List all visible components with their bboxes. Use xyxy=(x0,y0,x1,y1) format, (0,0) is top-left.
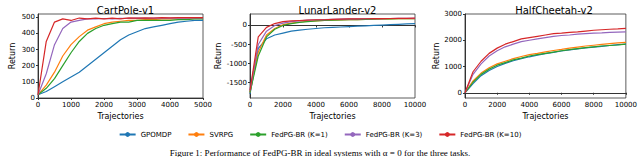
svg-text:200: 200 xyxy=(22,62,35,70)
svg-text:Return: Return xyxy=(214,43,223,70)
svg-text:Return: Return xyxy=(432,43,441,70)
svg-text:0: 0 xyxy=(248,101,252,109)
svg-text:100: 100 xyxy=(22,78,35,86)
svg-text:0: 0 xyxy=(458,89,462,97)
svg-text:500: 500 xyxy=(22,13,35,21)
svg-text:3000: 3000 xyxy=(128,101,146,109)
svg-text:SVRPG: SVRPG xyxy=(209,131,233,139)
svg-text:-1000: -1000 xyxy=(227,60,247,68)
svg-text:400: 400 xyxy=(22,29,35,37)
svg-text:Trajectories: Trajectories xyxy=(96,112,143,121)
svg-text:FedPG-BR (K=1): FedPG-BR (K=1) xyxy=(271,131,328,139)
svg-text:0: 0 xyxy=(243,21,247,29)
svg-text:8000: 8000 xyxy=(585,101,603,109)
svg-text:1000: 1000 xyxy=(444,63,462,71)
svg-text:Trajectories: Trajectories xyxy=(308,112,355,121)
svg-text:GPOMDP: GPOMDP xyxy=(141,131,172,139)
svg-text:LunarLander-v2: LunarLander-v2 xyxy=(299,5,377,16)
svg-text:0: 0 xyxy=(36,101,40,109)
svg-text:-500: -500 xyxy=(231,41,247,49)
svg-text:Figure 1: Performance of FedPG: Figure 1: Performance of FedPG-BR in ide… xyxy=(170,148,471,157)
svg-text:4000: 4000 xyxy=(520,101,538,109)
svg-text:3000: 3000 xyxy=(444,10,462,18)
svg-text:Trajectories: Trajectories xyxy=(521,112,568,121)
svg-text:CartPole-v1: CartPole-v1 xyxy=(97,5,155,16)
svg-text:2000: 2000 xyxy=(95,101,113,109)
svg-text:5000: 5000 xyxy=(194,101,212,109)
svg-text:1000: 1000 xyxy=(62,101,80,109)
svg-text:0: 0 xyxy=(463,101,467,109)
svg-text:10000: 10000 xyxy=(404,101,426,109)
svg-text:FedPG-BR (K=3): FedPG-BR (K=3) xyxy=(366,131,423,139)
svg-text:4000: 4000 xyxy=(161,101,179,109)
svg-text:8000: 8000 xyxy=(373,101,391,109)
svg-text:0: 0 xyxy=(31,94,35,102)
svg-text:HalfCheetah-v2: HalfCheetah-v2 xyxy=(515,5,593,16)
svg-text:-1500: -1500 xyxy=(227,79,247,87)
svg-text:10000: 10000 xyxy=(615,101,637,109)
svg-text:FedPG-BR (K=10): FedPG-BR (K=10) xyxy=(460,131,521,139)
svg-text:2000: 2000 xyxy=(274,101,292,109)
svg-text:6000: 6000 xyxy=(553,101,571,109)
svg-text:300: 300 xyxy=(22,46,35,54)
svg-text:6000: 6000 xyxy=(340,101,358,109)
svg-text:Return: Return xyxy=(8,43,17,70)
svg-text:2000: 2000 xyxy=(444,36,462,44)
svg-text:2000: 2000 xyxy=(488,101,506,109)
svg-text:4000: 4000 xyxy=(307,101,325,109)
